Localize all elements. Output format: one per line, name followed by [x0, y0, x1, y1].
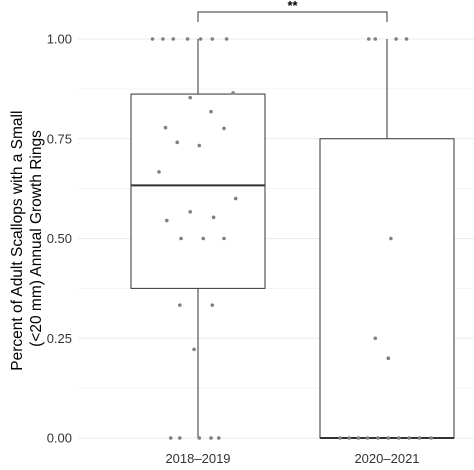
data-point [347, 436, 352, 440]
data-point [175, 140, 179, 145]
data-point [373, 336, 378, 341]
data-point [150, 37, 155, 41]
data-point [178, 303, 182, 307]
data-point [197, 143, 202, 148]
data-point [197, 436, 202, 440]
data-point [185, 37, 190, 41]
data-point [356, 436, 361, 440]
data-point [389, 236, 393, 241]
significance-label: ** [287, 0, 298, 13]
x-tick-label: 2018–2019 [165, 451, 230, 466]
y-axis-title-line-1: Percent of Adult Scallops with a Small [9, 111, 26, 371]
data-point [224, 37, 229, 41]
y-tick-label: 0.75 [47, 131, 72, 146]
data-point [404, 37, 409, 41]
data-point [222, 126, 226, 131]
data-point [163, 125, 168, 130]
data-point [386, 356, 391, 361]
data-point [217, 436, 221, 440]
y-axis-title-line-2: (<20 mm) Annual Growth Rings [28, 130, 45, 347]
data-point [188, 95, 192, 100]
data-point [376, 436, 380, 440]
data-point [179, 236, 183, 241]
significance-line [197, 11, 388, 22]
boxes [130, 39, 455, 439]
data-point [231, 91, 235, 95]
significance-bracket: ** [197, 0, 388, 22]
data-point [201, 236, 205, 241]
data-point [211, 215, 216, 220]
axes: 0.00 0.25 0.50 0.75 1.00 2018–2019 2020–2021 [47, 32, 420, 467]
y-tick-label: 0.00 [47, 431, 72, 446]
data-point [394, 37, 398, 41]
data-point [178, 436, 182, 440]
data-point [171, 37, 176, 41]
data-point [365, 436, 370, 440]
y-tick-label: 1.00 [47, 32, 72, 47]
y-axis-title: Percent of Adult Scallops with a Small (… [9, 106, 45, 371]
data-point [210, 303, 215, 307]
data-point [373, 37, 378, 41]
data-point [168, 436, 173, 440]
data-point [338, 436, 343, 440]
data-point [222, 236, 226, 241]
box-iqr [130, 93, 266, 289]
y-tick-label: 0.25 [47, 331, 72, 346]
data-point [210, 37, 215, 41]
data-point [209, 109, 213, 114]
data-point [165, 218, 169, 223]
x-tick-label: 2020–2021 [354, 451, 419, 466]
data-point [161, 37, 165, 41]
data-point [429, 436, 434, 440]
data-point [157, 170, 161, 174]
data-point [233, 196, 238, 201]
data-point [386, 436, 391, 440]
data-point [209, 436, 213, 440]
data-point [396, 436, 401, 440]
data-point [192, 347, 196, 352]
box-iqr [319, 138, 455, 439]
data-point [407, 436, 411, 440]
data-point [367, 37, 371, 41]
data-point [198, 37, 203, 41]
data-point [188, 209, 192, 214]
data-point [417, 436, 422, 440]
y-tick-label: 0.50 [47, 231, 72, 246]
data-points [150, 37, 434, 440]
